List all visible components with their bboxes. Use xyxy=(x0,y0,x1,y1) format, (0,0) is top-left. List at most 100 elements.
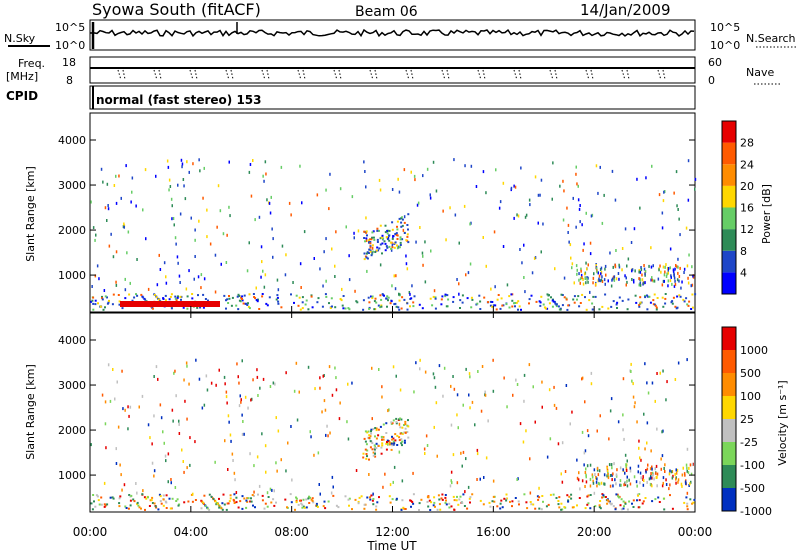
velocity-echo xyxy=(136,501,139,504)
power-echo xyxy=(405,254,407,258)
velocity-echo xyxy=(215,383,217,387)
power-echo xyxy=(633,227,636,231)
power-echo xyxy=(372,250,375,253)
velocity-echo xyxy=(140,507,142,510)
power-echo xyxy=(638,270,640,274)
velocity-echo xyxy=(596,467,599,471)
velocity-echo xyxy=(236,362,238,366)
velocity-echo xyxy=(453,387,456,391)
power-echo xyxy=(101,298,104,301)
power-echo xyxy=(621,247,624,250)
power-echo xyxy=(691,306,694,309)
velocity-echo xyxy=(93,500,95,503)
velocity-echo xyxy=(323,399,326,403)
power-echo xyxy=(539,304,542,307)
power-echo xyxy=(664,302,667,305)
velocity-echo xyxy=(393,442,396,445)
power-echo xyxy=(501,304,504,307)
velocity-echo xyxy=(96,495,99,498)
velocity-echo xyxy=(610,397,613,401)
velocity-echo xyxy=(138,506,141,509)
velocity-echo xyxy=(183,378,185,382)
power-echo xyxy=(401,216,403,220)
velocity-echo xyxy=(275,501,277,504)
velocity-echo xyxy=(536,495,539,498)
velocity-echo xyxy=(369,435,372,438)
power-echo xyxy=(664,190,666,193)
velocity-echo xyxy=(525,501,528,504)
velocity-echo xyxy=(391,438,394,441)
power-echo xyxy=(563,296,566,299)
power-echo xyxy=(371,295,374,298)
velocity-echo xyxy=(303,506,306,509)
power-echo xyxy=(174,236,177,240)
velocity-echo xyxy=(111,496,114,499)
velocity-echo xyxy=(118,497,121,500)
freq-label-line2: [MHz] xyxy=(6,70,38,83)
velocity-echo xyxy=(235,501,238,504)
power-echo xyxy=(170,306,173,309)
power-echo xyxy=(626,264,628,268)
power-echo xyxy=(422,174,424,178)
velocity-echo xyxy=(436,454,438,458)
velocity-echo xyxy=(399,432,402,435)
velocity-echo xyxy=(275,461,277,465)
power-echo xyxy=(365,231,368,234)
velocity-echo xyxy=(587,494,590,497)
velocity-colorbar-segment xyxy=(722,488,736,511)
velocity-echo xyxy=(250,398,252,402)
velocity-echo xyxy=(251,494,254,496)
power-echo xyxy=(393,246,396,249)
velocity-echo xyxy=(400,438,403,441)
power-echo xyxy=(135,293,137,296)
velocity-echo xyxy=(654,399,656,403)
power-echo xyxy=(262,269,264,273)
power-echo xyxy=(542,222,544,226)
power-echo xyxy=(666,272,668,276)
power-echo xyxy=(676,306,679,309)
power-echo xyxy=(261,295,264,298)
power-echo xyxy=(463,204,466,208)
power-echo xyxy=(356,301,359,304)
velocity-echo xyxy=(204,505,207,508)
power-echo xyxy=(652,279,655,283)
power-echo xyxy=(197,294,199,297)
velocity-echo xyxy=(534,507,537,510)
velocity-echo xyxy=(372,451,375,454)
velocity-echo xyxy=(186,417,188,421)
power-echo xyxy=(177,183,179,187)
velocity-echo xyxy=(369,446,372,449)
power-echo xyxy=(277,302,280,305)
velocity-echo xyxy=(363,437,366,440)
power-echo xyxy=(551,197,553,201)
velocity-echo xyxy=(162,494,165,497)
velocity-echo xyxy=(275,416,277,420)
velocity-echo xyxy=(644,447,646,451)
velocity-echo xyxy=(364,440,367,443)
velocity-echo xyxy=(274,382,276,386)
power-echo xyxy=(670,275,672,279)
freq-tick-bottom: 8 xyxy=(66,74,73,87)
velocity-echo xyxy=(650,449,652,453)
power-echo xyxy=(566,206,568,210)
velocity-echo xyxy=(391,444,394,447)
power-echo xyxy=(644,270,647,273)
velocity-echo xyxy=(362,452,365,455)
velocity-echo xyxy=(633,405,636,409)
power-echo xyxy=(593,272,595,276)
velocity-echo xyxy=(220,507,223,510)
power-echo xyxy=(590,214,593,218)
velocity-echo xyxy=(369,496,371,499)
velocity-echo xyxy=(124,505,127,508)
velocity-echo xyxy=(681,484,683,488)
velocity-echo xyxy=(261,494,264,497)
power-echo xyxy=(661,226,664,230)
power-echo xyxy=(186,307,189,310)
velocity-echo xyxy=(464,490,466,494)
power-echo xyxy=(615,303,618,306)
power-echo xyxy=(167,165,170,169)
power-echo xyxy=(688,253,690,257)
velocity-echo xyxy=(424,452,426,455)
power-echo xyxy=(241,295,244,298)
velocity-echo xyxy=(426,444,429,447)
